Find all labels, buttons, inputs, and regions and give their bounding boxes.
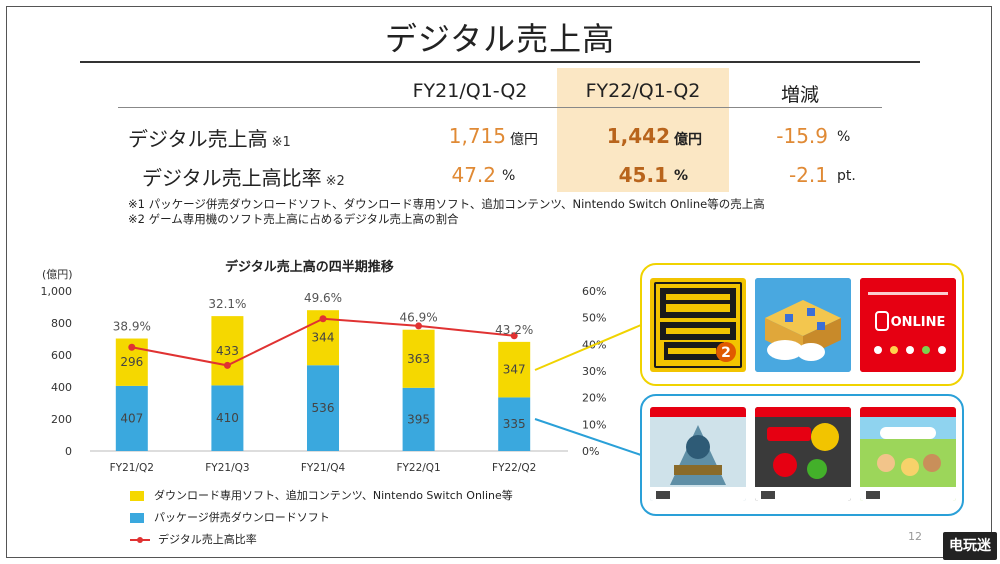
highlight-column (557, 68, 729, 192)
bar-label-download-only: 363 (407, 352, 430, 366)
page-number: 12 (908, 530, 922, 543)
x-tick-label: FY22/Q2 (492, 462, 536, 474)
y-tick-label: 0 (65, 445, 72, 458)
digital-sales-fy21: 1,715 (448, 124, 506, 148)
y-tick-label: 800 (51, 317, 72, 330)
package-download-products-box (640, 394, 964, 516)
bar-package-download (211, 385, 244, 451)
ratio-point (128, 343, 136, 351)
y2-tick-label: 10% (582, 418, 606, 431)
y2-tick-label: 20% (582, 392, 606, 405)
digital-ratio-change-unit: pt. (837, 168, 856, 184)
good-job-image (755, 278, 851, 372)
col-header-fy22: FY22/Q1-Q2 (585, 80, 701, 102)
svg-text:ONLINE: ONLINE (891, 315, 946, 330)
ratio-point (510, 332, 518, 340)
digital-sales-fy22: 1,442 (606, 124, 670, 148)
ratio-label: 43.2% (495, 323, 533, 337)
y-tick-label: 400 (51, 381, 72, 394)
download-only-products-box: 2 ONLINE (640, 263, 964, 386)
x-tick-label: FY21/Q4 (301, 462, 346, 474)
y2-tick-label: 60% (582, 285, 606, 298)
digital-sales-change: -15.9 (776, 124, 828, 148)
zelda-art (650, 407, 746, 501)
y-tick-label: 1,000 (41, 285, 73, 298)
good-job-art (755, 278, 851, 372)
digital-ratio-fy22: 45.1 (618, 163, 668, 187)
digital-sales-fy22-unit: 億円 (674, 132, 702, 148)
ratio-point (415, 322, 423, 330)
bar-label-package-download: 335 (503, 417, 526, 431)
watermark-logo: 电玩迷 (943, 532, 997, 560)
digital-sales-change-unit: % (837, 129, 851, 145)
y-tick-label: 600 (51, 349, 72, 362)
bar-label-download-only: 433 (216, 344, 239, 358)
y-axis-title: (億円) (42, 268, 73, 281)
bar-package-download (498, 397, 531, 451)
legend-item-digital-ratio: デジタル売上高比率 (130, 531, 257, 547)
mario-kart-art (755, 407, 851, 501)
page-title: デジタル売上高 (384, 20, 616, 58)
legend-swatch-yellow (130, 491, 144, 501)
footnote-1: ※1 パッケージ併売ダウンロードソフト、ダウンロード専用ソフト、追加コンテンツ、… (128, 197, 765, 211)
x-tick-label: FY21/Q2 (110, 462, 154, 474)
bar-download-only (211, 316, 244, 386)
legend-item-download-only: ダウンロード専用ソフト、追加コンテンツ、Nintendo Switch Onli… (130, 487, 513, 503)
bar-download-only (402, 329, 435, 388)
col-header-fy21: FY21/Q1-Q2 (412, 80, 528, 102)
smash-bros-fighter-pass-image: 2 (650, 278, 746, 372)
digital-ratio-fy22-unit: % (674, 168, 689, 184)
digital-ratio-change: -2.1 (788, 163, 828, 187)
chart-title: デジタル売上高の四半期推移 (225, 260, 394, 275)
legend-item-package-download: パッケージ併売ダウンロードソフト (130, 509, 330, 525)
y2-tick-label: 30% (582, 365, 606, 378)
ratio-point (223, 361, 231, 369)
y2-tick-label: 40% (582, 338, 606, 351)
bar-label-download-only: 296 (120, 355, 143, 369)
digital-ratio-fy21: 47.2 (451, 163, 496, 187)
svg-text:2: 2 (721, 345, 731, 361)
ratio-point (319, 315, 327, 323)
ratio-label: 32.1% (208, 297, 246, 311)
slide-frame (6, 6, 992, 558)
nso-art: ONLINE (860, 278, 956, 372)
x-tick-label: FY21/Q3 (205, 462, 249, 474)
ratio-label: 46.9% (400, 311, 438, 325)
bar-label-package-download: 407 (120, 411, 143, 425)
nintendo-switch-online-image: ONLINE (860, 278, 956, 372)
animal-crossing-art (860, 407, 956, 501)
digital-sales-fy21-unit: 億円 (510, 132, 538, 148)
y2-tick-label: 0% (582, 445, 599, 458)
title-rule (80, 61, 920, 63)
ratio-label: 49.6% (304, 291, 342, 305)
y2-tick-label: 50% (582, 312, 606, 325)
row-label-digital-sales: デジタル売上高 ※1 (128, 127, 291, 151)
bar-label-download-only: 344 (312, 331, 335, 345)
bar-label-package-download: 395 (407, 412, 430, 426)
ratio-label: 38.9% (113, 320, 151, 334)
mario-kart-8-deluxe-image (755, 407, 851, 501)
smash-cover-art: 2 (656, 284, 740, 366)
bar-package-download (115, 385, 148, 451)
bar-label-download-only: 347 (503, 363, 526, 377)
row-label-digital-ratio: デジタル売上高比率 ※2 (142, 166, 345, 190)
footnote-2: ※2 ゲーム専用機のソフト売上高に占めるデジタル売上高の割合 (128, 212, 459, 226)
bar-package-download (307, 365, 339, 451)
x-tick-label: FY22/Q1 (396, 462, 440, 474)
table-header-rule (118, 107, 882, 108)
legend-swatch-blue (130, 513, 144, 523)
bar-label-package-download: 410 (216, 411, 239, 425)
bar-package-download (402, 387, 435, 451)
bar-download-only (498, 341, 531, 398)
digital-ratio-fy21-unit: % (502, 168, 516, 184)
zelda-skyward-sword-image (650, 407, 746, 501)
col-header-change: 増減 (780, 84, 819, 106)
legend-line-red (130, 537, 150, 543)
bar-label-package-download: 536 (312, 401, 335, 415)
y-tick-label: 200 (51, 413, 72, 426)
animal-crossing-image (860, 407, 956, 501)
